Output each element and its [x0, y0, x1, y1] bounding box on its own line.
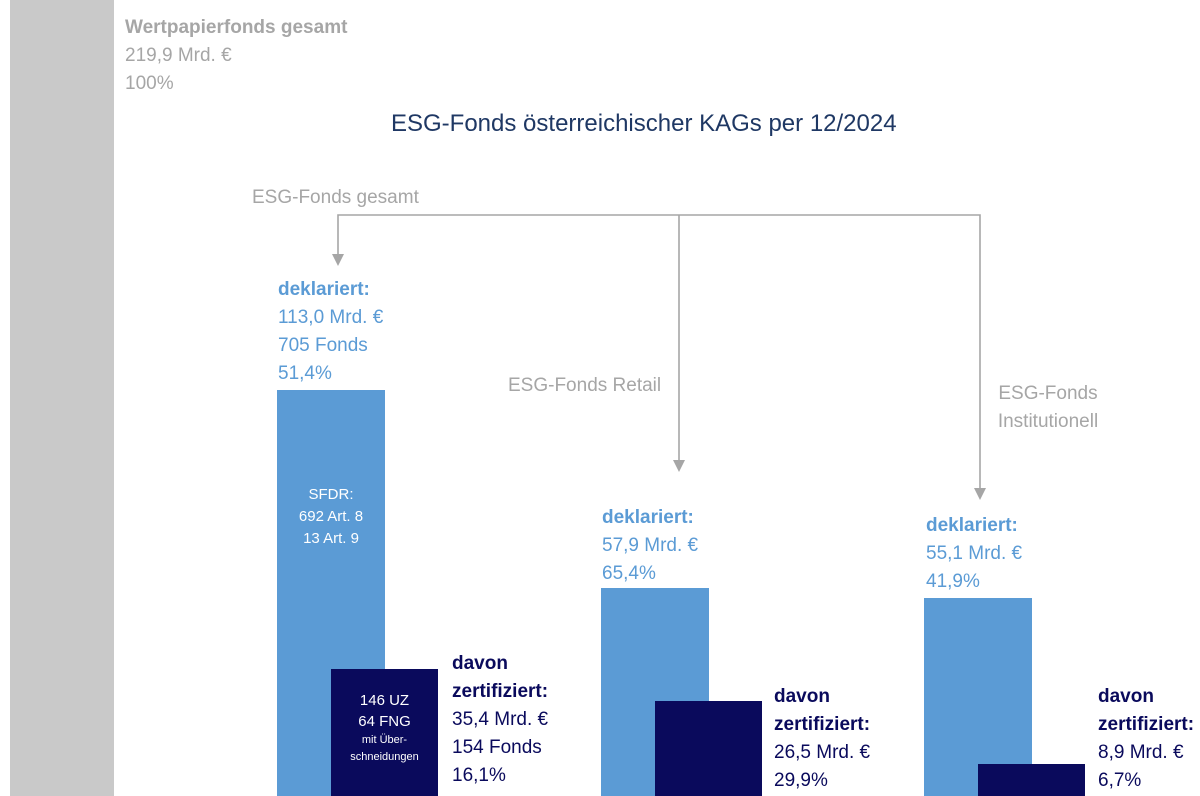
certified-bar-retail	[655, 700, 762, 796]
connector-main-line	[337, 214, 981, 492]
declared-label-gesamt: deklariert: 113,0 Mrd. € 705 Fonds 51,4%	[278, 279, 384, 384]
certified-label-retail: davon zertifiziert: 26,5 Mrd. € 29,9%	[774, 686, 871, 791]
certified-bar-institutionell	[978, 764, 1085, 796]
declared-bar-institutionell	[924, 598, 1032, 796]
chart-title: ESG-Fonds österreichischer KAGs per 12/2…	[391, 110, 897, 137]
sfdr-breakdown: SFDR: 692 Art. 8 13 Art. 9	[298, 486, 364, 547]
arrow-head-gesamt	[332, 254, 344, 266]
certified-label-institutionell: davon zertifiziert: 8,9 Mrd. € 6,7%	[1098, 686, 1195, 791]
category-label-gesamt: ESG-Fonds gesamt	[252, 184, 423, 212]
arrow-head-retail	[673, 460, 685, 472]
declared-label-institutionell: deklariert: 55,1 Mrd. € 41,9%	[926, 515, 1023, 592]
certified-label-gesamt: davon zertifiziert: 35,4 Mrd. € 154 Fond…	[452, 653, 549, 786]
certified-bar-gesamt	[331, 668, 438, 796]
total-bar	[10, 0, 114, 796]
certification-breakdown: 146 UZ 64 FNG mit Über- schneidungen	[350, 692, 419, 763]
category-label-institutionell: ESG-Fonds Institutionell	[997, 383, 1099, 432]
category-label-retail: ESG-Fonds Retail	[508, 375, 662, 396]
arrow-head-institutionell	[974, 488, 986, 500]
declared-label-retail: deklariert: 57,9 Mrd. € 65,4%	[602, 507, 699, 584]
total-label: Wertpapierfonds gesamt	[125, 17, 348, 38]
total-share: 100%	[125, 73, 174, 94]
total-value: 219,9 Mrd. €	[125, 45, 232, 66]
